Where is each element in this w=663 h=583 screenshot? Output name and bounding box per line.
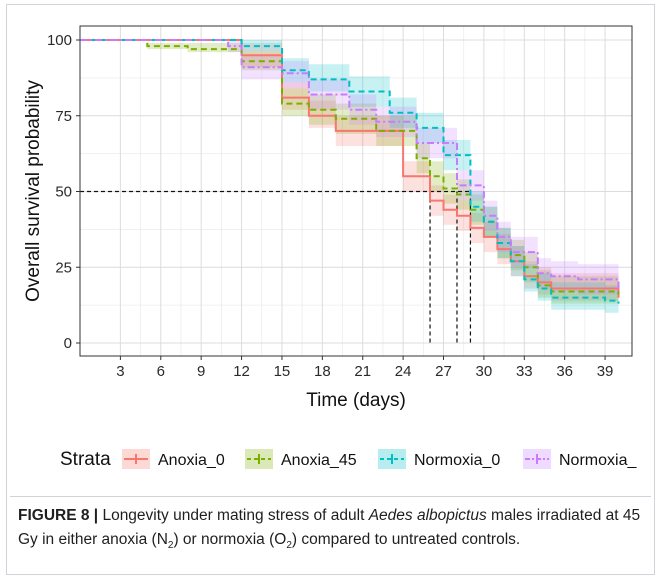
y-tick-label: 100 [47, 32, 72, 49]
median-reference-lines [80, 190, 472, 343]
legend-label-2: Normoxia_0 [414, 452, 500, 469]
x-tick-label: 3 [116, 363, 124, 380]
x-tick-label: 18 [314, 363, 331, 380]
x-axis-title: Time (days) [306, 390, 406, 411]
y-tick-label: 50 [55, 184, 72, 201]
x-tick-label: 27 [435, 363, 452, 380]
x-tick-label: 30 [476, 363, 493, 380]
caption-separator [10, 496, 651, 497]
legend: Strata Anoxia_0 Anoxia_45 Normoxia_0 Normox… [60, 449, 637, 470]
x-tick-label: 24 [395, 363, 412, 380]
caption-text-4: ) compared to untreated controls. [291, 531, 521, 548]
subscript-o2: 2 [286, 540, 292, 552]
survival-curve-3 [80, 39, 620, 292]
caption-text-3: ) or normoxia (O [173, 531, 287, 548]
legend-label-1: Anoxia_45 [281, 452, 357, 469]
x-tick-label: 12 [233, 363, 250, 380]
survival-curve-2 [80, 39, 620, 304]
x-tick-label: 21 [354, 363, 371, 380]
ci-band-3 [80, 40, 619, 307]
legend-title: Strata [60, 449, 111, 470]
y-tick-label: 0 [64, 335, 72, 352]
legend-label-3: Normoxia_ [559, 452, 637, 469]
x-tick-label: 9 [197, 363, 205, 380]
caption-text-1: Longevity under mating stress of adult [98, 507, 369, 524]
legend-label-0: Anoxia_0 [158, 452, 225, 469]
x-tick-label: 33 [516, 363, 533, 380]
x-tick-label: 36 [556, 363, 573, 380]
y-tick-label: 25 [55, 259, 72, 276]
ci-band-1 [80, 40, 619, 307]
x-tick-label: 6 [157, 363, 165, 380]
y-axis-title: Overall survival probability [23, 80, 44, 302]
survival-curves [80, 39, 620, 304]
figure-caption: FIGURE 8 | Longevity under mating stress… [18, 504, 648, 552]
caption-text-2: males irradiated at 45 Gy in either anox… [18, 507, 641, 548]
figure-frame [6, 4, 655, 575]
figure-label: FIGURE 8 | [18, 507, 99, 524]
species-name: Aedes albopictus [368, 507, 487, 524]
y-tick-label: 75 [55, 108, 72, 125]
subscript-n2: 2 [167, 540, 174, 552]
x-tick-label: 39 [597, 363, 614, 380]
x-tick-label: 15 [274, 363, 291, 380]
ci-band-0 [80, 40, 619, 310]
